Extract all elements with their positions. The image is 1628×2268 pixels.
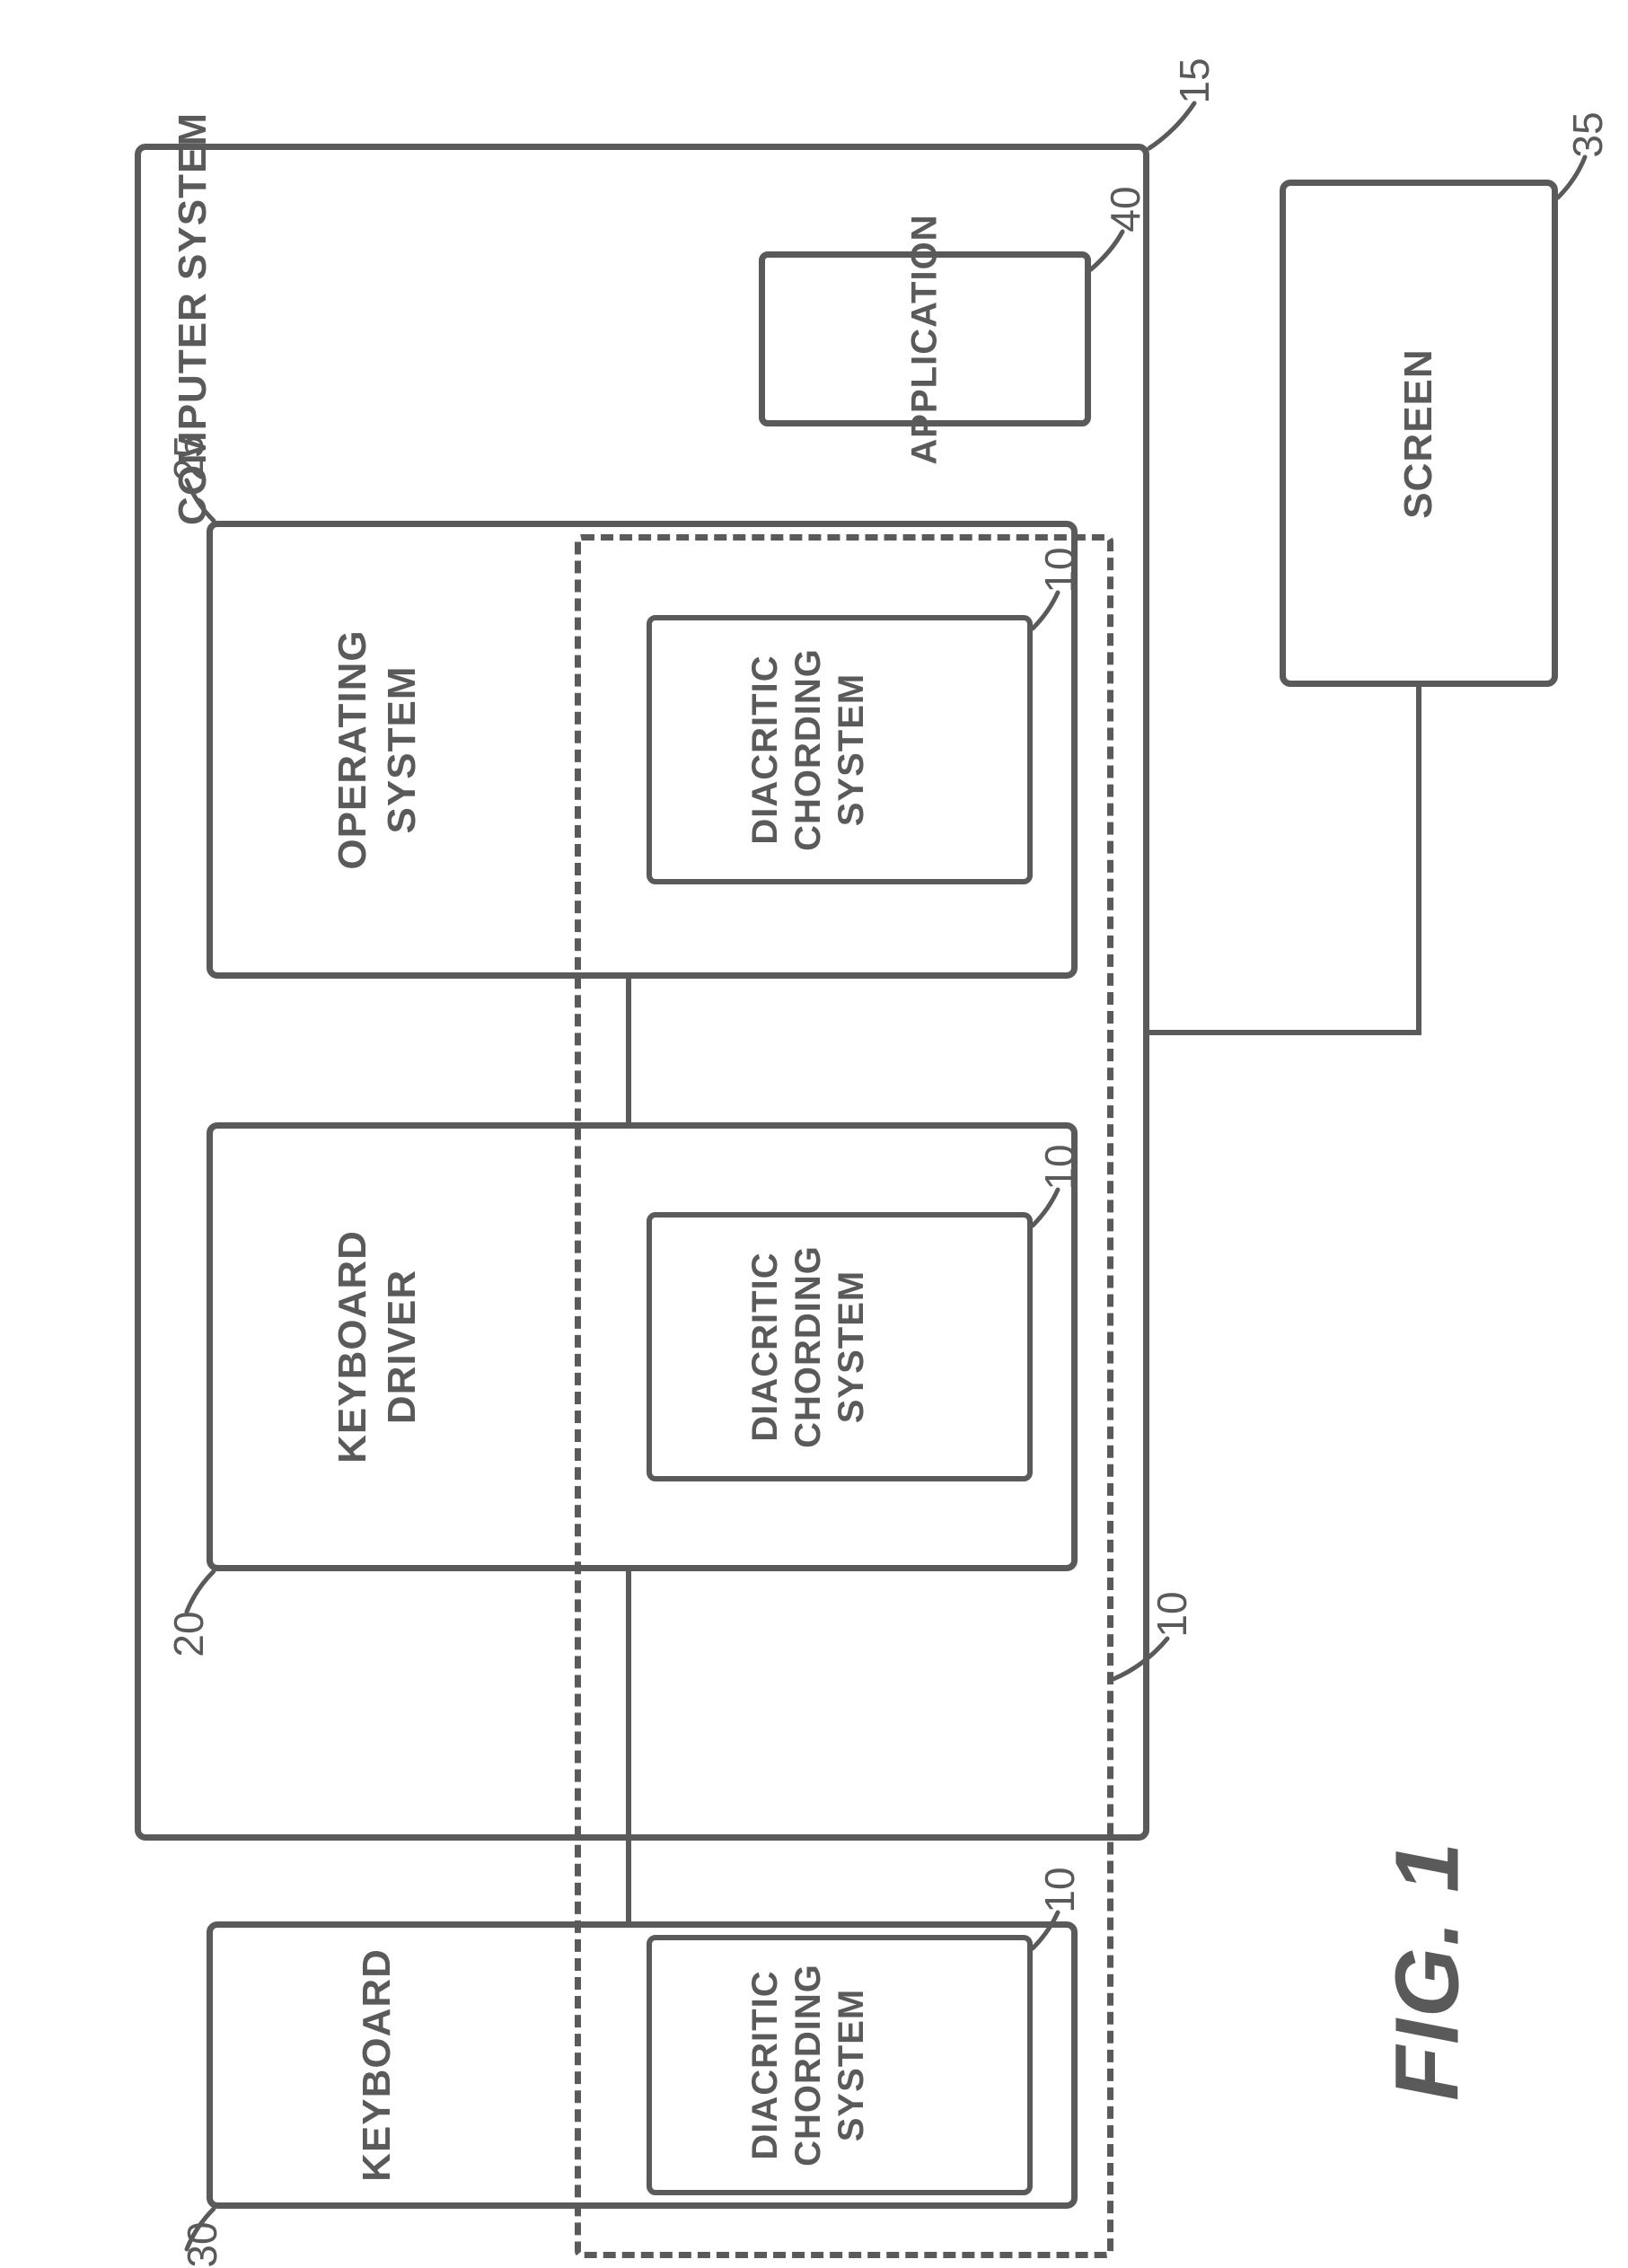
- ref-dashed-10: 10: [1148, 1591, 1196, 1637]
- diagram-canvas: COMPUTER SYSTEM OPERATING SYSTEM KEYBOAR…: [0, 0, 1628, 2252]
- figure-label: FIG. 1: [1377, 1841, 1480, 2101]
